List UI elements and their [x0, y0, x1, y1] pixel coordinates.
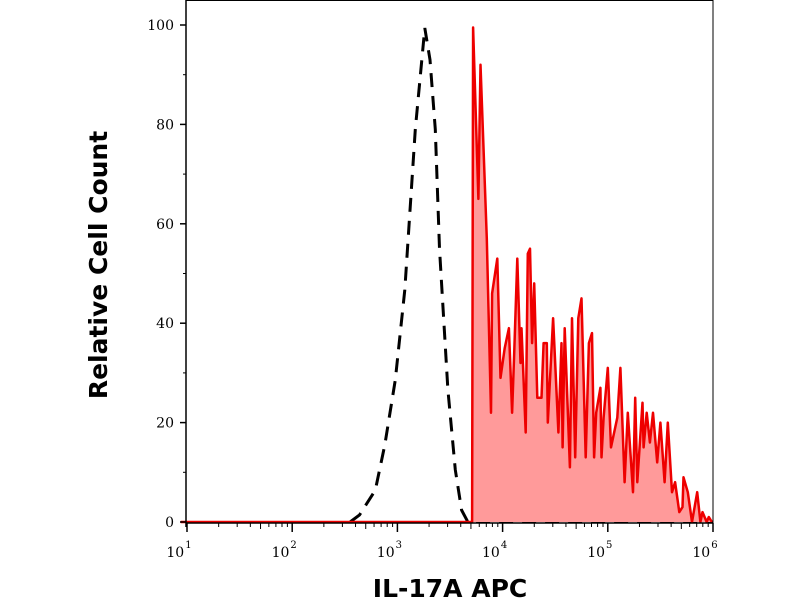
y-tick-label: 80	[156, 117, 174, 133]
x-tick-label: 101	[166, 540, 191, 561]
x-tick-label: 106	[692, 540, 717, 561]
y-tick-label: 60	[156, 217, 174, 233]
y-tick-label: 100	[147, 18, 174, 34]
series-fill-stained	[180, 27, 712, 522]
y-tick-label: 40	[156, 316, 174, 332]
plot-area	[180, 26, 713, 524]
series-line-control	[349, 27, 713, 524]
x-tick-label: 104	[482, 540, 507, 561]
y-tick-label: 20	[156, 416, 174, 432]
x-tick-label: 103	[377, 540, 402, 561]
x-tick-label: 105	[587, 540, 612, 561]
axes: 0 20 40 60 80 100 101 102 103 104 105 106	[147, 0, 718, 561]
series-line-stained	[180, 26, 713, 524]
x-axis-label: IL-17A APC	[373, 574, 527, 600]
y-tick-label: 0	[165, 515, 174, 531]
x-tick-label: 102	[272, 540, 297, 561]
y-axis-label: Relative Cell Count	[84, 131, 113, 399]
